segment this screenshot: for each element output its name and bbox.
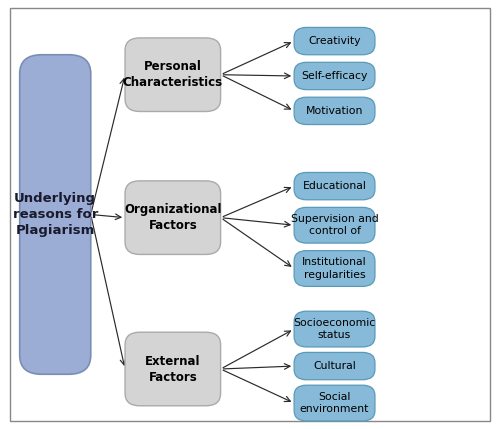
FancyBboxPatch shape xyxy=(125,181,220,254)
Text: External
Factors: External Factors xyxy=(145,354,201,384)
Text: Educational: Educational xyxy=(302,181,366,191)
FancyBboxPatch shape xyxy=(294,62,375,90)
FancyBboxPatch shape xyxy=(294,207,375,243)
FancyBboxPatch shape xyxy=(125,332,220,406)
FancyBboxPatch shape xyxy=(294,385,375,421)
FancyBboxPatch shape xyxy=(125,38,220,112)
Text: Organizational
Factors: Organizational Factors xyxy=(124,203,222,232)
Text: Self-efficacy: Self-efficacy xyxy=(302,71,368,81)
FancyBboxPatch shape xyxy=(294,251,375,287)
Text: Institutional
regularities: Institutional regularities xyxy=(302,257,367,280)
FancyBboxPatch shape xyxy=(294,426,375,429)
Text: Socioeconomic
status: Socioeconomic status xyxy=(294,318,376,340)
Text: Motivation: Motivation xyxy=(306,106,363,116)
Text: Personal
Characteristics: Personal Characteristics xyxy=(123,60,223,89)
Text: Underlying
reasons for
Plagiarism: Underlying reasons for Plagiarism xyxy=(12,192,98,237)
FancyBboxPatch shape xyxy=(20,55,91,374)
Text: Supervision and
control of: Supervision and control of xyxy=(290,214,378,236)
Text: Social
environment: Social environment xyxy=(300,392,369,414)
FancyBboxPatch shape xyxy=(294,27,375,55)
Text: Creativity: Creativity xyxy=(308,36,361,46)
FancyBboxPatch shape xyxy=(294,97,375,124)
FancyBboxPatch shape xyxy=(294,311,375,347)
FancyBboxPatch shape xyxy=(294,352,375,380)
FancyBboxPatch shape xyxy=(294,172,375,200)
Text: Cultural: Cultural xyxy=(313,361,356,371)
